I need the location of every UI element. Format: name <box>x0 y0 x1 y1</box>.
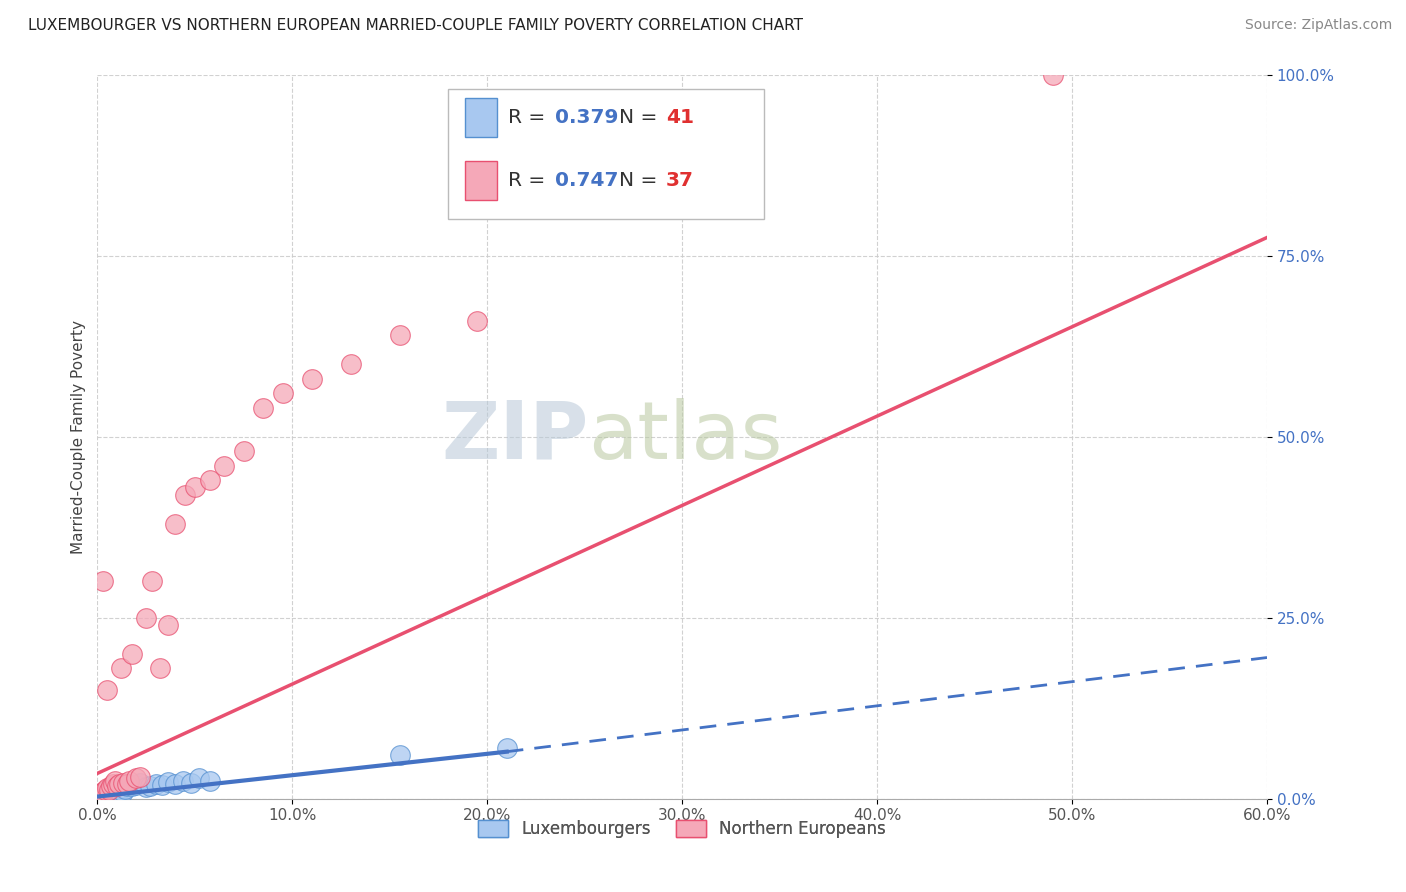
Point <box>98 788 121 802</box>
Point <box>101 777 124 791</box>
Text: ZIP: ZIP <box>441 398 589 475</box>
Point <box>89 788 111 802</box>
Text: Source: ZipAtlas.com: Source: ZipAtlas.com <box>1244 18 1392 32</box>
Point <box>200 774 222 789</box>
Point <box>141 574 163 589</box>
Point <box>105 782 128 797</box>
Text: R =: R = <box>508 170 551 190</box>
Point <box>100 786 122 800</box>
Point <box>115 777 138 791</box>
Point <box>174 487 197 501</box>
Point <box>135 610 157 624</box>
Point <box>114 782 136 797</box>
Point <box>89 788 111 802</box>
Point <box>91 788 114 802</box>
Point <box>388 748 411 763</box>
FancyBboxPatch shape <box>464 161 498 200</box>
Legend: Luxembourgers, Northern Europeans: Luxembourgers, Northern Europeans <box>471 814 893 845</box>
Point <box>187 772 209 786</box>
Point <box>121 780 143 794</box>
Point <box>145 776 167 790</box>
Point <box>104 773 127 788</box>
Text: LUXEMBOURGER VS NORTHERN EUROPEAN MARRIED-COUPLE FAMILY POVERTY CORRELATION CHAR: LUXEMBOURGER VS NORTHERN EUROPEAN MARRIE… <box>28 18 803 33</box>
FancyBboxPatch shape <box>464 98 498 136</box>
Point <box>200 473 222 487</box>
Point <box>129 776 152 790</box>
Point <box>96 787 118 801</box>
Point <box>156 618 179 632</box>
Point <box>94 788 117 802</box>
Point <box>212 458 235 473</box>
Point <box>101 788 124 802</box>
Point <box>388 328 411 343</box>
Point <box>121 647 143 661</box>
Point <box>339 357 361 371</box>
Point <box>98 784 121 798</box>
Point <box>1042 68 1064 82</box>
Text: N =: N = <box>619 108 664 127</box>
Point <box>172 773 194 788</box>
Point <box>91 786 114 800</box>
Point <box>135 780 157 794</box>
Point <box>90 787 112 801</box>
Point <box>232 444 254 458</box>
Point <box>107 784 129 798</box>
Point <box>252 401 274 415</box>
Point <box>94 784 117 798</box>
Point <box>125 778 148 792</box>
Text: 0.747: 0.747 <box>555 170 619 190</box>
Point <box>100 779 122 793</box>
Point <box>90 789 112 803</box>
Point <box>150 778 173 792</box>
Point <box>96 780 118 795</box>
Point <box>98 783 121 797</box>
Point <box>104 785 127 799</box>
Point <box>96 683 118 698</box>
Point <box>110 780 132 795</box>
Point <box>111 785 134 799</box>
Point <box>149 661 172 675</box>
FancyBboxPatch shape <box>449 89 763 219</box>
Point <box>100 782 122 797</box>
Point <box>271 386 294 401</box>
Text: R =: R = <box>508 108 551 127</box>
Point <box>180 776 202 790</box>
Text: 0.379: 0.379 <box>555 108 619 127</box>
Point <box>90 786 112 800</box>
Point <box>101 784 124 798</box>
Point <box>91 784 114 798</box>
Text: N =: N = <box>619 170 664 190</box>
Point <box>105 779 128 793</box>
Text: 37: 37 <box>666 170 693 190</box>
Point <box>105 787 128 801</box>
Point <box>91 574 114 589</box>
Point <box>129 770 152 784</box>
Point <box>96 783 118 797</box>
Point <box>495 741 517 756</box>
Point <box>115 779 138 793</box>
Point <box>467 314 489 328</box>
Point <box>96 789 118 803</box>
Point <box>110 661 132 675</box>
Point <box>117 777 139 791</box>
Point <box>165 516 187 531</box>
Point <box>165 776 187 790</box>
Point <box>111 776 134 790</box>
Point <box>156 775 179 789</box>
Text: atlas: atlas <box>589 398 783 475</box>
Text: 41: 41 <box>666 108 693 127</box>
Point <box>89 789 111 804</box>
Point <box>139 779 162 793</box>
Y-axis label: Married-Couple Family Poverty: Married-Couple Family Poverty <box>72 319 86 554</box>
Point <box>301 372 323 386</box>
Point <box>117 773 139 788</box>
Point <box>107 777 129 791</box>
Point <box>94 783 117 797</box>
Point <box>184 480 207 494</box>
Point <box>125 772 148 786</box>
